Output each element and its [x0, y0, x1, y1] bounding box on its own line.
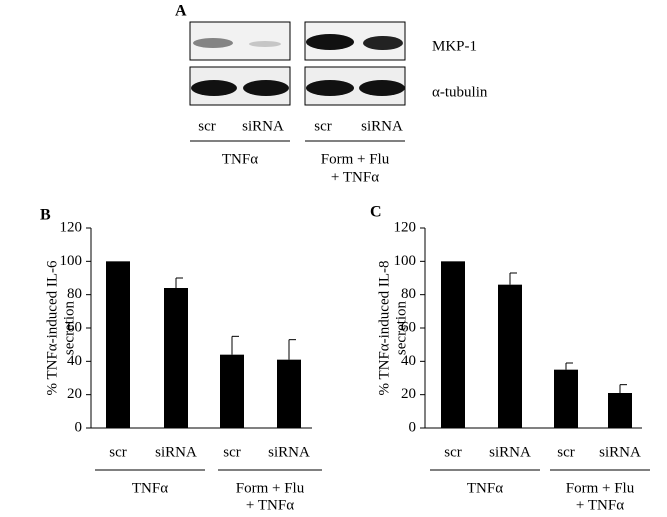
y-axis-label: secretion [393, 300, 409, 355]
y-tick-label: 80 [401, 286, 416, 302]
y-axis-label: % TNFα-induced IL-6 [44, 260, 60, 396]
panel-letter: A [175, 3, 187, 20]
group-label: TNFα [132, 480, 168, 496]
x-tick-label: siRNA [599, 444, 641, 460]
group-label: + TNFα [576, 497, 624, 513]
y-tick-label: 40 [401, 353, 416, 369]
y-tick-label: 40 [67, 353, 82, 369]
bar [106, 261, 130, 428]
y-tick-label: 20 [401, 386, 416, 402]
error-bar [175, 277, 183, 288]
group-label: Form + Flu [566, 480, 635, 496]
y-tick-label: 120 [394, 219, 417, 235]
group-label: TNFα [222, 151, 258, 167]
row-label: α-tubulin [432, 84, 488, 100]
y-tick-label: 20 [67, 386, 82, 402]
blot-band [306, 34, 354, 50]
x-tick-label: scr [444, 444, 462, 460]
blot-band [359, 80, 405, 96]
y-tick-label: 100 [60, 253, 83, 269]
bar [498, 284, 522, 428]
error-bar [619, 384, 627, 393]
x-tick-label: scr [223, 444, 241, 460]
lane-label: siRNA [361, 118, 403, 134]
x-tick-label: scr [109, 444, 127, 460]
blot-band [191, 80, 237, 96]
panel-letter: B [40, 207, 51, 224]
bar [220, 354, 244, 428]
x-tick-label: scr [557, 444, 575, 460]
x-tick-label: siRNA [489, 444, 531, 460]
y-tick-label: 60 [401, 319, 416, 335]
group-label: + TNFα [331, 169, 379, 185]
y-tick-label: 0 [409, 419, 417, 435]
error-bar [231, 335, 239, 355]
blot-panel [189, 21, 406, 142]
group-label: Form + Flu [236, 480, 305, 496]
bar [441, 261, 465, 428]
lane-label: scr [198, 118, 216, 134]
row-label: MKP-1 [432, 38, 477, 54]
panel-letter: C [370, 204, 382, 221]
bar [608, 393, 632, 428]
y-tick-label: 0 [75, 419, 83, 435]
y-axis-label: secretion [61, 300, 77, 355]
lane-label: siRNA [242, 118, 284, 134]
bar [277, 359, 301, 428]
y-tick-label: 100 [394, 253, 417, 269]
group-label: + TNFα [246, 497, 294, 513]
blot-band [306, 80, 354, 96]
blot-band [193, 38, 233, 48]
lane-label: scr [314, 118, 332, 134]
x-tick-label: siRNA [155, 444, 197, 460]
group-label: Form + Flu [321, 151, 390, 167]
blot-band [249, 41, 281, 47]
blot-band [363, 36, 403, 50]
x-tick-label: siRNA [268, 444, 310, 460]
bar [164, 288, 188, 428]
y-tick-label: 120 [60, 219, 83, 235]
error-bar [565, 362, 573, 370]
y-tick-label: 60 [67, 319, 82, 335]
group-label: TNFα [467, 480, 503, 496]
y-axis-label: % TNFα-induced IL-8 [376, 260, 392, 395]
bar [554, 369, 578, 428]
error-bar [288, 339, 296, 360]
y-tick-label: 80 [67, 286, 82, 302]
blot-band [243, 80, 289, 96]
error-bar [509, 272, 517, 285]
